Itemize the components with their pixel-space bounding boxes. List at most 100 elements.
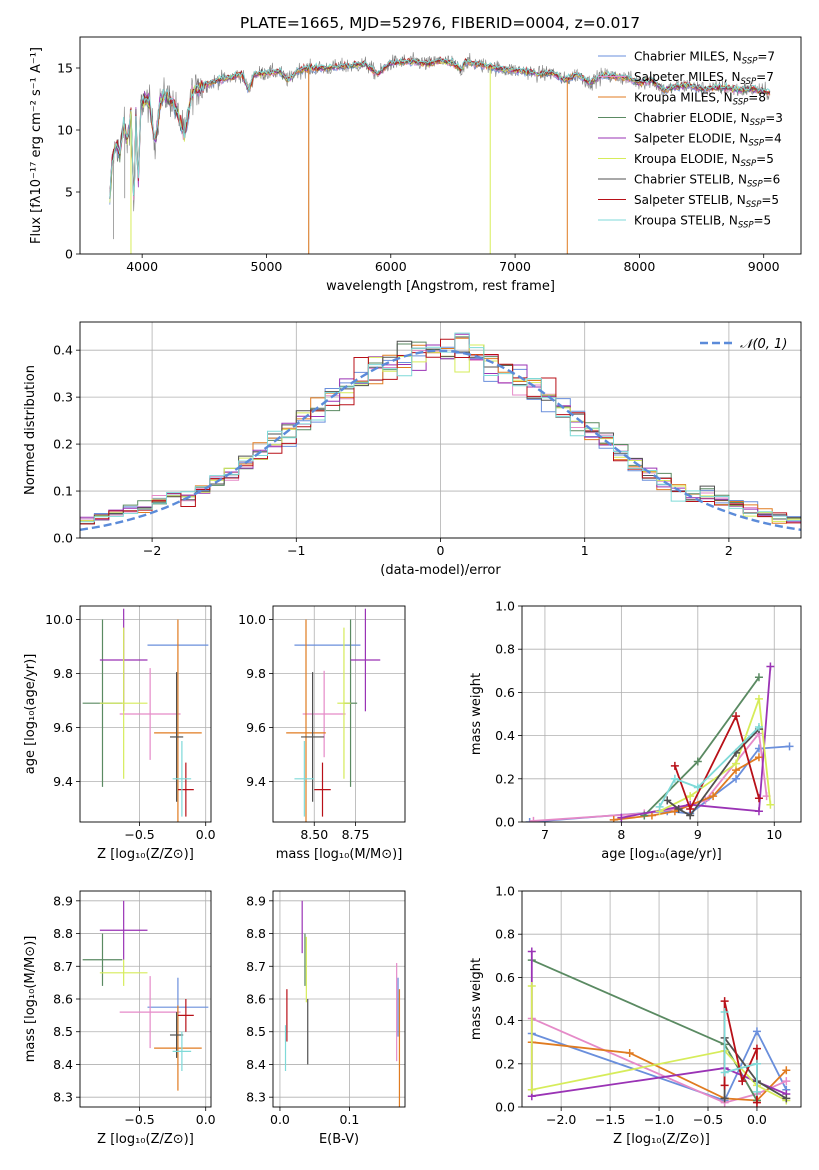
y-tick-label: 9.6 bbox=[246, 720, 266, 735]
x-tick-label: 8000 bbox=[623, 259, 655, 274]
y-axis-label: mass weight bbox=[469, 673, 484, 755]
weight-marker bbox=[720, 1068, 729, 1077]
spectrum-model-line bbox=[109, 57, 771, 199]
x-tick-label: 2 bbox=[725, 543, 733, 558]
weight-vs-metallicity-panel: −2.0 −1.5 −1.0 −0.5 0.0 0.0 0.2 0.4 0.6 0.8 1.0 Z [… bbox=[469, 884, 802, 1147]
figure-title: PLATE=1665, MJD=52976, FIBERID=0004, z=0… bbox=[240, 14, 640, 32]
x-tick-label: 8.50 bbox=[300, 827, 328, 842]
weight-marker bbox=[754, 807, 763, 816]
x-axis-label: Z [log₁₀(Z/Z⊙)] bbox=[97, 1132, 194, 1147]
legend-entry: 𝒩(0, 1) bbox=[740, 337, 787, 352]
y-tick-label: 0.3 bbox=[53, 390, 73, 405]
y-tick-label: 8.7 bbox=[53, 959, 73, 974]
weight-vs-age-panel: 7 8 9 10 0.0 0.2 0.4 0.6 0.8 1.0 age [log₁₀(age/yr… bbox=[469, 599, 802, 862]
plot-area bbox=[286, 608, 381, 822]
y-tick-label: 9.4 bbox=[246, 774, 266, 789]
weight-marker bbox=[625, 1049, 634, 1057]
x-tick-label: 9 bbox=[694, 827, 702, 842]
weight-marker bbox=[720, 997, 729, 1006]
weight-marker bbox=[686, 792, 695, 801]
weight-marker bbox=[766, 662, 775, 671]
y-tick-label: 0.4 bbox=[495, 728, 515, 743]
weight-marker bbox=[785, 742, 794, 751]
age-vs-metallicity-panel: −0.5 0.0 9.4 9.6 9.8 10.0 Z [log₁₀(Z/Z⊙)] age [… bbox=[23, 605, 216, 862]
mass-vs-metallicity-panel: −0.5 0.0 8.3 8.4 8.5 8.6 8.7 8.8 8.9 Z [log₁₀(Z/Z… bbox=[23, 890, 216, 1147]
axis-ticks: 7 8 9 10 0.0 0.2 0.4 0.6 0.8 1.0 bbox=[495, 599, 782, 843]
y-tick-label: 0.2 bbox=[53, 437, 73, 452]
weight-marker bbox=[720, 1081, 729, 1090]
weight-marker bbox=[754, 794, 763, 803]
plot-area bbox=[527, 947, 791, 1107]
axes-frame bbox=[521, 605, 802, 823]
age-vs-mass-panel: 8.50 8.75 9.4 9.6 9.8 10.0 mass [log₁₀(M/M⊙)] bbox=[238, 605, 406, 862]
weight-marker bbox=[527, 982, 536, 991]
weight-marker bbox=[738, 1077, 747, 1086]
weight-marker bbox=[782, 1094, 791, 1103]
weight-marker bbox=[754, 673, 763, 682]
y-tick-label: 9.6 bbox=[53, 720, 73, 735]
y-tick-label: 8.9 bbox=[246, 893, 266, 908]
weight-marker bbox=[732, 712, 741, 721]
weight-marker bbox=[752, 1087, 761, 1096]
y-tick-label: 8.4 bbox=[53, 1057, 73, 1072]
y-tick-label: 5 bbox=[65, 185, 73, 200]
y-tick-label: 8.3 bbox=[53, 1090, 73, 1105]
weight-line bbox=[531, 1029, 788, 1102]
y-tick-label: 8.6 bbox=[246, 992, 266, 1007]
legend-entry: Kroupa STELIB, NSSP=5 bbox=[634, 214, 771, 231]
axis-ticks: −2.0 −1.5 −1.0 −0.5 0.0 0.0 0.2 0.4 0.6 0.8 1.0 bbox=[495, 884, 767, 1128]
x-tick-label: 0.1 bbox=[339, 1112, 359, 1127]
x-tick-label: 0.0 bbox=[270, 1112, 290, 1127]
x-tick-label: 7000 bbox=[499, 259, 531, 274]
legend-entry: Salpeter MILES, NSSP=7 bbox=[634, 70, 774, 87]
x-tick-label: −1.5 bbox=[595, 1112, 625, 1127]
x-axis-label: mass [log₁₀(M/M⊙)] bbox=[276, 847, 403, 862]
plot-area bbox=[82, 900, 209, 1091]
weight-marker bbox=[732, 774, 741, 783]
weight-marker bbox=[754, 722, 763, 731]
y-tick-label: 0.6 bbox=[495, 970, 515, 985]
axes-frame bbox=[79, 605, 212, 823]
y-tick-label: 1.0 bbox=[495, 884, 515, 899]
x-tick-label: 0 bbox=[437, 543, 445, 558]
weight-marker bbox=[720, 1007, 729, 1016]
legend-entry: Kroupa MILES, NSSP=8 bbox=[634, 91, 766, 108]
axes-frame bbox=[79, 36, 802, 255]
axes-frame bbox=[79, 890, 212, 1108]
x-tick-label: 0.0 bbox=[196, 827, 216, 842]
weight-marker bbox=[617, 813, 626, 822]
y-tick-label: 15 bbox=[57, 61, 73, 76]
y-axis-label: mass weight bbox=[469, 958, 484, 1040]
x-tick-label: 8.75 bbox=[342, 827, 370, 842]
plot-area bbox=[284, 900, 401, 1107]
axes-frame bbox=[272, 890, 406, 1108]
y-tick-label: 10 bbox=[57, 123, 73, 138]
y-tick-label: 0.0 bbox=[495, 815, 515, 830]
weight-line bbox=[621, 666, 772, 819]
y-tick-label: 0.8 bbox=[495, 642, 515, 657]
panels: 4000 5000 6000 7000 8000 9000051015wavelength… bbox=[23, 36, 802, 1147]
weight-marker bbox=[709, 792, 718, 801]
axis-ticks: 8.50 8.75 9.4 9.6 9.8 10.0 bbox=[238, 612, 369, 842]
x-tick-label: −1.0 bbox=[644, 1112, 674, 1127]
plot-area bbox=[82, 608, 209, 822]
weight-marker bbox=[752, 1059, 761, 1068]
x-tick-label: 5000 bbox=[251, 259, 283, 274]
legend-entry: Salpeter STELIB, NSSP=5 bbox=[634, 193, 779, 210]
y-tick-label: 0.2 bbox=[495, 771, 515, 786]
weight-marker bbox=[670, 774, 679, 783]
legend-entry: Chabrier MILES, NSSP=7 bbox=[634, 50, 775, 67]
x-tick-label: −2.0 bbox=[546, 1112, 576, 1127]
legend-entry: Chabrier ELODIE, NSSP=3 bbox=[634, 111, 783, 128]
y-tick-label: 8.5 bbox=[246, 1024, 266, 1039]
axes-frame bbox=[521, 890, 802, 1108]
y-tick-label: 0.2 bbox=[495, 1056, 515, 1071]
residuals-panel: −2 −1 0 1 2 0.0 0.1 0.2 0.3 0.4 (data-model)/error… bbox=[23, 321, 802, 578]
x-tick-label: −2 bbox=[143, 543, 161, 558]
y-axis-label: age [log₁₀(age/yr)] bbox=[23, 654, 38, 775]
y-tick-label: 8.9 bbox=[53, 893, 73, 908]
legend-entry: Salpeter ELODIE, NSSP=4 bbox=[634, 132, 782, 149]
x-tick-label: 0.0 bbox=[747, 1112, 767, 1127]
axes-frame bbox=[79, 321, 802, 539]
